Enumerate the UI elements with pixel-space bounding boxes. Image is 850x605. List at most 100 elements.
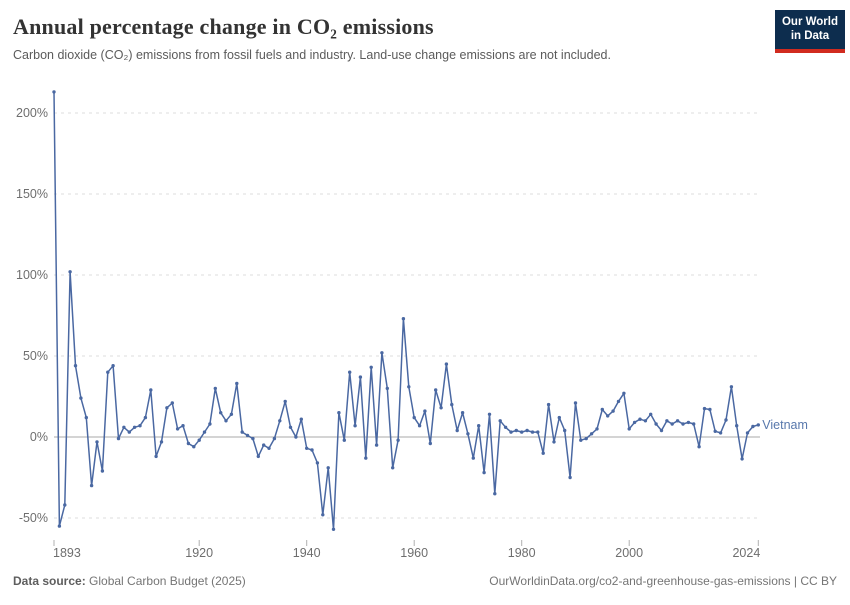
data-point-marker[interactable] <box>321 513 325 517</box>
data-point-marker[interactable] <box>353 424 357 428</box>
data-point-marker[interactable] <box>116 436 121 441</box>
data-point-marker[interactable] <box>428 441 432 446</box>
data-point-marker[interactable] <box>165 406 169 410</box>
data-point-marker[interactable] <box>374 443 379 447</box>
data-point-marker[interactable] <box>186 441 191 446</box>
data-point-marker[interactable] <box>439 406 443 410</box>
data-point-marker[interactable] <box>288 425 293 429</box>
data-point-marker[interactable] <box>235 381 239 386</box>
data-point-marker[interactable] <box>310 448 314 452</box>
data-point-marker[interactable] <box>584 436 588 441</box>
data-point-marker[interactable] <box>606 414 610 418</box>
data-point-marker[interactable] <box>337 411 341 415</box>
data-point-marker[interactable] <box>175 427 180 431</box>
data-point-marker[interactable] <box>482 470 486 475</box>
data-point-marker[interactable] <box>283 399 287 404</box>
data-point-marker[interactable] <box>708 407 712 412</box>
data-point-marker[interactable] <box>498 419 502 423</box>
data-point-marker[interactable] <box>702 406 707 411</box>
data-point-marker[interactable] <box>514 428 518 433</box>
data-point-marker[interactable] <box>477 424 481 428</box>
data-point-marker[interactable] <box>536 430 540 434</box>
data-point-marker[interactable] <box>713 429 717 433</box>
data-point-marker[interactable] <box>52 90 56 94</box>
data-point-marker[interactable] <box>138 424 142 428</box>
data-point-marker[interactable] <box>686 420 691 425</box>
data-point-marker[interactable] <box>520 430 524 434</box>
data-point-marker[interactable] <box>385 386 389 391</box>
data-point-marker[interactable] <box>541 451 545 455</box>
data-point-marker[interactable] <box>84 415 89 420</box>
data-point-marker[interactable] <box>654 422 658 426</box>
data-point-marker[interactable] <box>401 317 406 321</box>
data-point-marker[interactable] <box>681 422 685 426</box>
data-point-marker[interactable] <box>670 422 674 426</box>
data-point-marker[interactable] <box>219 411 223 415</box>
data-point-marker[interactable] <box>600 407 604 412</box>
data-point-marker[interactable] <box>111 364 115 368</box>
data-point-marker[interactable] <box>460 411 465 415</box>
data-point-marker[interactable] <box>568 475 572 480</box>
data-point-marker[interactable] <box>503 425 508 429</box>
data-point-marker[interactable] <box>79 396 83 400</box>
data-point-marker[interactable] <box>57 524 62 528</box>
data-point-marker[interactable] <box>192 445 196 449</box>
data-point-marker[interactable] <box>224 419 228 423</box>
data-point-marker[interactable] <box>170 401 174 405</box>
data-point-marker[interactable] <box>573 401 578 405</box>
data-point-marker[interactable] <box>412 415 416 420</box>
data-point-marker[interactable] <box>68 270 72 274</box>
data-point-marker[interactable] <box>589 432 594 436</box>
data-point-marker[interactable] <box>751 424 755 429</box>
data-point-marker[interactable] <box>197 438 201 442</box>
data-point-marker[interactable] <box>579 438 583 442</box>
data-point-marker[interactable] <box>509 430 513 434</box>
data-point-marker[interactable] <box>697 445 701 449</box>
data-point-marker[interactable] <box>595 427 599 431</box>
data-point-marker[interactable] <box>632 420 637 425</box>
data-point-marker[interactable] <box>611 409 615 413</box>
data-point-marker[interactable] <box>622 391 626 395</box>
data-point-marker[interactable] <box>202 430 207 434</box>
data-point-marker[interactable] <box>208 422 212 426</box>
data-point-marker[interactable] <box>100 469 105 473</box>
data-point-marker[interactable] <box>245 433 250 438</box>
data-point-marker[interactable] <box>718 431 723 435</box>
data-point-marker[interactable] <box>450 402 454 407</box>
data-point-marker[interactable] <box>299 417 303 421</box>
data-point-marker[interactable] <box>256 454 260 459</box>
data-point-marker[interactable] <box>525 428 529 433</box>
data-point-marker[interactable] <box>262 443 266 447</box>
data-point-marker[interactable] <box>251 436 255 441</box>
data-point-marker[interactable] <box>181 424 185 428</box>
data-point-marker[interactable] <box>563 428 567 433</box>
data-point-marker[interactable] <box>73 364 78 368</box>
data-point-marker[interactable] <box>229 412 234 416</box>
data-point-marker[interactable] <box>729 385 734 389</box>
data-point-marker[interactable] <box>159 440 164 444</box>
data-point-marker[interactable] <box>649 412 653 416</box>
data-point-marker[interactable] <box>396 438 400 442</box>
data-point-marker[interactable] <box>407 385 411 389</box>
data-point-marker[interactable] <box>106 370 110 374</box>
series-label[interactable]: Vietnam <box>762 418 808 432</box>
data-point-marker[interactable] <box>63 503 67 507</box>
data-point-marker[interactable] <box>546 402 551 407</box>
data-point-marker[interactable] <box>530 430 535 434</box>
data-point-marker[interactable] <box>127 430 131 434</box>
data-point-marker[interactable] <box>675 419 680 423</box>
data-point-marker[interactable] <box>552 440 556 444</box>
data-point-marker[interactable] <box>143 415 148 420</box>
data-point-marker[interactable] <box>444 362 449 366</box>
data-point-marker[interactable] <box>735 424 739 428</box>
data-point-marker[interactable] <box>326 466 330 470</box>
data-point-marker[interactable] <box>342 438 346 442</box>
data-point-marker[interactable] <box>364 456 368 460</box>
data-point-marker[interactable] <box>272 436 277 441</box>
data-point-marker[interactable] <box>380 351 384 355</box>
data-point-marker[interactable] <box>149 388 153 392</box>
data-point-marker[interactable] <box>471 456 475 460</box>
data-point-marker[interactable] <box>305 446 309 450</box>
